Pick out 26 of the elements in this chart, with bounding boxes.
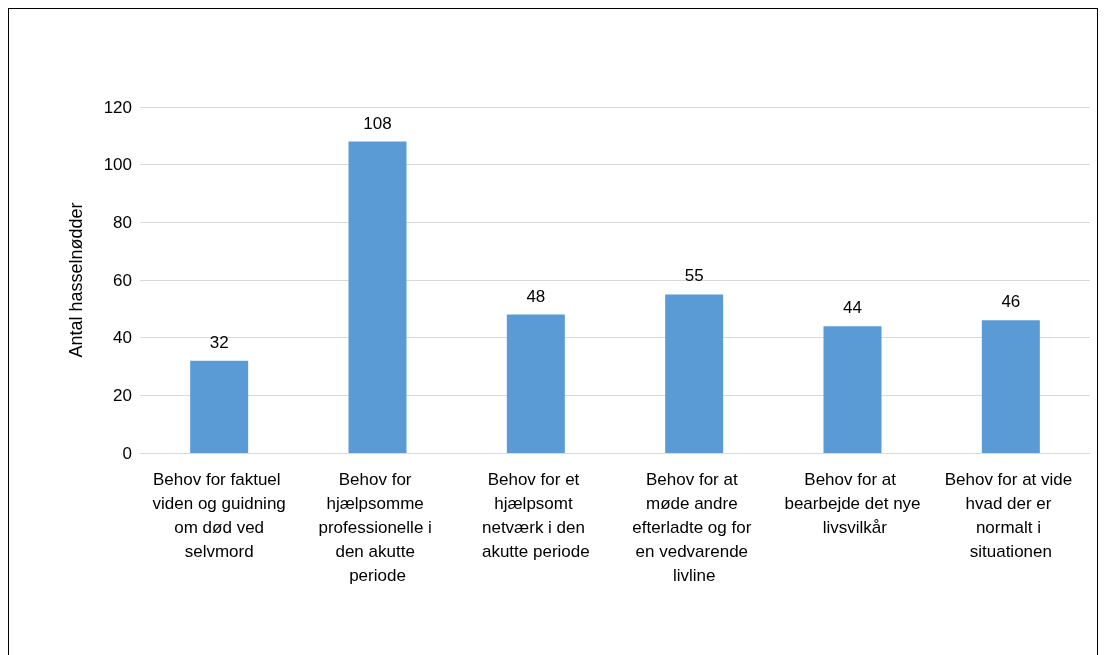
x-tick-label: Behov for at vide hvad der er normalt i situationen bbox=[944, 469, 1077, 561]
y-tick-label: 20 bbox=[113, 385, 132, 405]
y-tick-label: 40 bbox=[113, 328, 132, 348]
data-label: 108 bbox=[363, 113, 392, 133]
y-tick-label: 0 bbox=[122, 443, 132, 463]
data-label: 46 bbox=[1001, 292, 1021, 312]
bar bbox=[665, 294, 724, 453]
y-tick-label: 100 bbox=[103, 155, 132, 175]
x-tick-label: Behov for faktuel viden og guidning om død ved selvmord bbox=[152, 469, 286, 561]
bar bbox=[823, 326, 882, 453]
data-label: 32 bbox=[209, 332, 229, 352]
y-tick-label: 80 bbox=[113, 212, 132, 232]
x-tick-label: Behov for at møde andre efterladte og for en vedvarende livline bbox=[632, 469, 757, 585]
bar bbox=[190, 360, 249, 453]
x-tick-label: Behov for et hjælpsomt netværk i den akutte periode bbox=[481, 469, 590, 561]
x-tick-label: Behov for hjælpsomme professionelle i den akutte periode bbox=[318, 469, 437, 585]
y-axis-title: Antal hasselnødder bbox=[66, 202, 86, 358]
data-label: 55 bbox=[684, 266, 704, 286]
y-tick-label: 120 bbox=[103, 97, 132, 117]
bar bbox=[348, 141, 407, 453]
bar bbox=[981, 320, 1040, 453]
x-tick-label: Behov for at bearbejde det nye livsvilkår bbox=[784, 469, 921, 537]
y-tick-label: 60 bbox=[113, 270, 132, 290]
bar bbox=[506, 314, 565, 453]
data-label: 44 bbox=[843, 298, 862, 318]
data-label: 48 bbox=[526, 286, 546, 306]
